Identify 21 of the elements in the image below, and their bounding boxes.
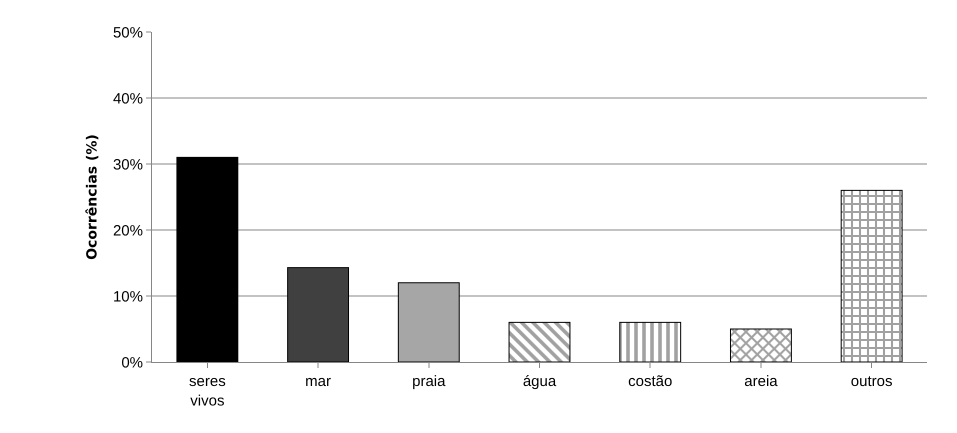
bar bbox=[840, 190, 903, 362]
x-tick-label: água bbox=[522, 373, 557, 390]
y-tick-label: 30% bbox=[112, 156, 143, 174]
x-tick-label: outros bbox=[850, 373, 892, 390]
y-tick-label: 40% bbox=[112, 90, 143, 108]
y-tick-label: 10% bbox=[112, 288, 143, 306]
bar bbox=[176, 156, 238, 362]
y-axis-title: Ocorrências (%) bbox=[84, 134, 101, 260]
bar bbox=[730, 328, 792, 362]
bar bbox=[508, 322, 570, 362]
bar bbox=[619, 322, 682, 362]
bar bbox=[398, 282, 460, 362]
x-tick-label: mar bbox=[305, 373, 331, 390]
x-tick-label: costão bbox=[628, 373, 672, 390]
x-tick-label: praia bbox=[412, 373, 446, 390]
x-tick-label: areia bbox=[744, 373, 778, 390]
y-tick-label: 50% bbox=[112, 24, 143, 42]
y-tick-label: 0% bbox=[121, 354, 143, 372]
x-tick-label: seres vivos bbox=[189, 373, 226, 410]
y-tick-label: 20% bbox=[112, 222, 143, 240]
bar bbox=[287, 267, 350, 362]
